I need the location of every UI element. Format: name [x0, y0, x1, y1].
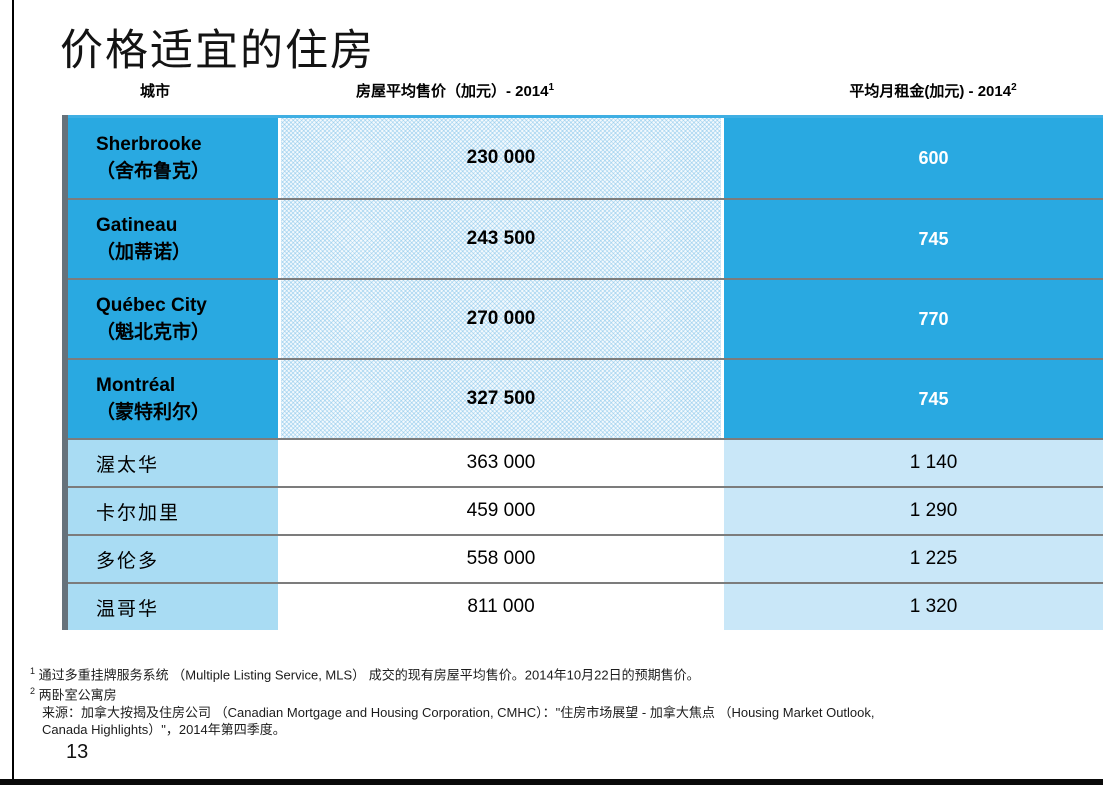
- city-cell: Sherbrooke （舍布鲁克）: [68, 118, 278, 198]
- page-title: 价格适宜的住房: [60, 26, 375, 76]
- source-line-2: Canada Highlights）"，2014年第四季度。: [42, 721, 286, 737]
- price-cell: 558 000: [278, 536, 721, 582]
- rent-cell: 745: [721, 360, 1103, 438]
- footnote-1-marker: 1: [30, 666, 36, 676]
- rent-cell: 745: [721, 200, 1103, 278]
- table-body: Sherbrooke （舍布鲁克） 230 000 600 Gatineau （加蒂诺） 2…: [68, 115, 1103, 630]
- price-cell: 363 000: [278, 440, 721, 486]
- city-name-chinese: （魁北克市）: [96, 322, 211, 343]
- city-name-latin: Montréal: [96, 375, 176, 396]
- city-cell: 温哥华: [68, 584, 278, 630]
- footnote-2-marker: 2: [30, 686, 36, 697]
- source-line-1: 来源：加拿大按揭及住房公司 （Canadian Mortgage and Hou…: [42, 704, 875, 720]
- table-side-bar: [62, 115, 68, 630]
- price-cell: 327 500: [278, 360, 721, 438]
- table-row: 卡尔加里 459 000 1 290: [68, 486, 1103, 534]
- city-cell: 渥太华: [68, 440, 278, 486]
- city-cell: Québec City （魁北克市）: [68, 280, 278, 358]
- rent-cell: 770: [721, 280, 1103, 358]
- city-name-latin: Québec City: [96, 295, 207, 316]
- slide-bottom-border: [0, 779, 1103, 785]
- city-name-chinese: （蒙特利尔）: [96, 402, 211, 423]
- table-row: 渥太华 363 000 1 140: [68, 438, 1103, 486]
- city-cell: 卡尔加里: [68, 488, 278, 534]
- rent-cell: 1 225: [721, 536, 1103, 582]
- slide-left-border: [12, 0, 14, 780]
- rent-cell: 1 290: [721, 488, 1103, 534]
- column-header-price-label: 房屋平均售价（加元）- 2014: [355, 83, 549, 100]
- city-name-chinese: （加蒂诺）: [96, 242, 192, 263]
- column-header-rent-label: 平均月租金(加元) - 2014: [849, 83, 1012, 100]
- column-header-rent: 平均月租金(加元) - 20142: [849, 80, 1016, 101]
- table-row: Montréal （蒙特利尔） 327 500 745: [68, 358, 1103, 438]
- footnote-1-text: 通过多重挂牌服务系统 （Multiple Listing Service, ML…: [38, 667, 700, 683]
- table-row: 温哥华 811 000 1 320: [68, 582, 1103, 630]
- table-row: Sherbrooke （舍布鲁克） 230 000 600: [68, 118, 1103, 198]
- rent-cell: 1 140: [721, 440, 1103, 486]
- city-name-latin: Gatineau: [96, 215, 178, 236]
- footnotes: 1 通过多重挂牌服务系统 （Multiple Listing Service, …: [30, 663, 875, 738]
- footnote-1: 1 通过多重挂牌服务系统 （Multiple Listing Service, …: [30, 663, 875, 683]
- rent-cell: 600: [721, 118, 1103, 198]
- column-header-price: 房屋平均售价（加元）- 20141: [356, 80, 554, 101]
- price-cell: 243 500: [278, 200, 721, 278]
- housing-table: Sherbrooke （舍布鲁克） 230 000 600 Gatineau （加蒂诺） 2…: [62, 115, 1103, 630]
- city-cell: 多伦多: [68, 536, 278, 582]
- price-cell: 459 000: [278, 488, 721, 534]
- footnote-2: 2 两卧室公寓房: [30, 683, 875, 703]
- price-cell: 230 000: [278, 118, 721, 198]
- city-name-latin: Sherbrooke: [96, 134, 202, 155]
- footnote-ref-2: 2: [1011, 82, 1017, 93]
- footnote-2-text: 两卧室公寓房: [38, 687, 117, 703]
- city-cell: Montréal （蒙特利尔）: [68, 360, 278, 438]
- rent-cell: 1 320: [721, 584, 1103, 630]
- price-cell: 811 000: [278, 584, 721, 630]
- page-number: 13: [66, 741, 89, 763]
- column-header-city: 城市: [139, 83, 171, 100]
- table-row: Québec City （魁北克市） 270 000 770: [68, 278, 1103, 358]
- city-name-chinese: （舍布鲁克）: [96, 161, 211, 182]
- price-cell: 270 000: [278, 280, 721, 358]
- city-cell: Gatineau （加蒂诺）: [68, 200, 278, 278]
- table-row: Gatineau （加蒂诺） 243 500 745: [68, 198, 1103, 278]
- footnote-ref-1: 1: [548, 82, 555, 93]
- table-row: 多伦多 558 000 1 225: [68, 534, 1103, 582]
